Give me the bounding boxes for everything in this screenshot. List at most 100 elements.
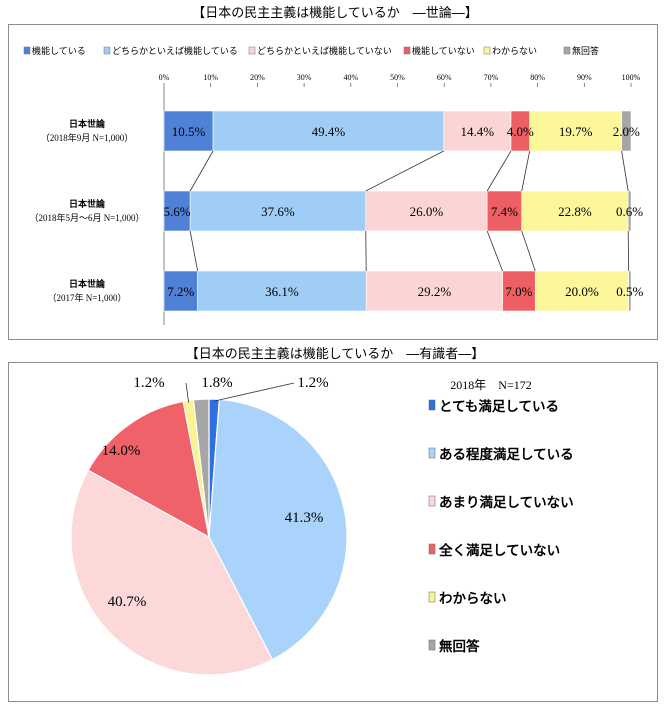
- legend-swatch: [103, 46, 111, 55]
- category-sublabel: （2017年 N=1,000）: [47, 292, 126, 303]
- x-tick-label: 10%: [203, 73, 218, 82]
- bar-segment: [628, 270, 632, 312]
- bar-data-label: 37.6%: [261, 204, 295, 219]
- x-tick-label: 70%: [484, 73, 499, 82]
- series-line: [486, 230, 503, 272]
- series-line: [621, 150, 629, 192]
- series-line: [486, 150, 512, 192]
- bar-data-label: 7.2%: [167, 284, 194, 299]
- legend-swatch: [563, 46, 571, 55]
- bar-segment: [163, 190, 191, 232]
- series-line: [521, 230, 536, 272]
- bar-data-label: 14.4%: [461, 124, 495, 139]
- bar-data-label: 29.2%: [418, 284, 452, 299]
- bar-segment: [443, 110, 512, 152]
- bar-data-label: 2.0%: [613, 124, 640, 139]
- bar-segment: [521, 190, 629, 232]
- pie-legend-swatch: [428, 399, 436, 411]
- pie-annotation: 2018年 N=172: [450, 378, 531, 392]
- category-label: 日本世論: [69, 198, 106, 210]
- x-tick-label: 80%: [530, 73, 545, 82]
- bar-segment: [502, 270, 536, 312]
- pie-legend-label: あまり満足していない: [439, 494, 574, 511]
- bar-data-label: 7.4%: [491, 204, 518, 219]
- bar-segment: [197, 270, 367, 312]
- series-line: [189, 150, 214, 192]
- bar-data-label: 0.5%: [616, 284, 643, 299]
- legend-label: どちらかといえば機能していない: [257, 45, 392, 57]
- legend-label: 無回答: [572, 45, 599, 57]
- bar-data-label: 49.4%: [312, 124, 346, 139]
- bar-segment: [627, 190, 632, 232]
- pie-legend-swatch: [428, 447, 436, 459]
- bar-segment: [163, 270, 198, 312]
- pie-data-label: 1.8%: [201, 375, 232, 391]
- pie-slice: [208, 398, 348, 661]
- pie-chart: 2018年 N=172 1.2% 41.3% 40.7% 14.0% 1.2% 1.8% とて…: [70, 375, 574, 676]
- pie-legend-swatch: [428, 543, 436, 555]
- pie-data-label: 40.7%: [108, 594, 147, 610]
- bar-data-label: 36.1%: [265, 284, 299, 299]
- bar-data-label: 0.6%: [616, 204, 643, 219]
- pie-data-label: 1.2%: [297, 375, 328, 391]
- bar-chart-title: 【日本の民主主義は機能しているか ―世論―】: [192, 6, 478, 21]
- legend-label: 機能している: [32, 45, 86, 57]
- bar-data-label: 26.0%: [410, 204, 444, 219]
- pie-chart-title: 【日本の民主主義は機能しているか ―有識者―】: [185, 347, 485, 362]
- x-tick-label: 40%: [343, 73, 358, 82]
- bar-segment: [212, 110, 445, 152]
- pie-slice: [87, 400, 210, 539]
- pie-slice: [192, 398, 210, 538]
- bar-segment: [534, 270, 629, 312]
- x-tick-label: 100%: [622, 73, 641, 82]
- legend-swatch: [248, 46, 256, 55]
- x-tick-label: 50%: [390, 73, 405, 82]
- x-tick-label: 20%: [250, 73, 265, 82]
- bar-data-label: 10.5%: [172, 124, 206, 139]
- pie-legend-label: ある程度満足している: [439, 446, 574, 463]
- bar-data-label: 20.0%: [565, 284, 599, 299]
- pie-chart-panel: 2018年 N=172 1.2% 41.3% 40.7% 14.0% 1.2% 1.8% とて…: [8, 362, 658, 702]
- x-tick-label: 60%: [437, 73, 452, 82]
- category-sublabel: （2018年5月～6月 N=1,000）: [29, 212, 144, 223]
- bar-data-label: 19.7%: [559, 124, 593, 139]
- pie-legend-swatch: [428, 639, 436, 651]
- pie-data-label: 41.3%: [285, 510, 324, 526]
- series-line: [189, 230, 199, 272]
- x-tick-label: 90%: [577, 73, 592, 82]
- pie-legend-swatch: [428, 495, 436, 507]
- pie-leader-line: [185, 382, 190, 403]
- legend-swatch: [23, 46, 31, 55]
- legend-label: 機能していない: [412, 45, 475, 57]
- pie-data-label: 1.2%: [133, 375, 164, 391]
- bar-segment: [529, 110, 622, 152]
- bar-data-label: 4.0%: [507, 124, 534, 139]
- x-tick-label: 30%: [297, 73, 312, 82]
- bar-segment: [621, 110, 632, 152]
- bar-data-label: 22.8%: [558, 204, 592, 219]
- series-line: [521, 150, 531, 192]
- category-label: 日本世論: [69, 118, 106, 130]
- bar-data-label: 7.0%: [505, 284, 532, 299]
- bar-segment: [163, 110, 214, 152]
- category-sublabel: （2018年9月 N=1,000）: [41, 132, 134, 143]
- bar-data-label: 5.6%: [164, 204, 191, 219]
- legend-swatch: [483, 46, 491, 55]
- x-tick-label: 0%: [159, 73, 170, 82]
- pie-legend-label: 全く満足していない: [438, 542, 560, 559]
- series-line: [365, 150, 444, 192]
- pie-data-label: 14.0%: [102, 443, 141, 459]
- pie-slice: [70, 469, 274, 676]
- pie-leader-line: [214, 382, 295, 402]
- legend-label: どちらかといえば機能している: [112, 45, 238, 57]
- legend-label: わからない: [492, 46, 537, 57]
- pie-legend-swatch: [428, 591, 436, 603]
- bar-chart-panel: 機能している どちらかといえば機能している どちらかといえば機能していない 機能してい…: [8, 24, 658, 340]
- legend-swatch: [403, 46, 411, 55]
- bar-segment: [365, 270, 503, 312]
- pie-legend-label: わからない: [439, 591, 507, 607]
- category-label: 日本世論: [69, 278, 106, 290]
- stacked-bar-chart: 機能している どちらかといえば機能している どちらかといえば機能していない 機能してい…: [23, 45, 644, 325]
- bar-segment: [365, 190, 488, 232]
- pie-legend-label: とても満足している: [439, 398, 559, 415]
